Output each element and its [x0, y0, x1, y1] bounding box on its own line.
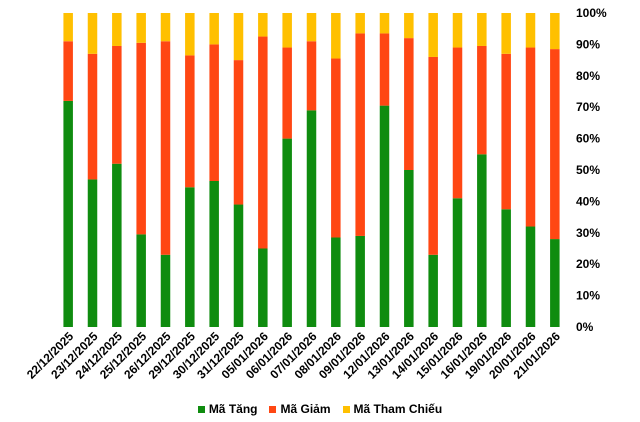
y-tick-label: 80%	[576, 69, 600, 83]
bar-segment-ma-giam	[209, 44, 219, 181]
bar-segment-ma-tham-chieu	[501, 13, 511, 54]
bar-segment-ma-tang	[258, 248, 268, 327]
legend: Mã Tăng Mã Giảm Mã Tham Chiếu	[0, 402, 640, 416]
legend-item-ma-giam: Mã Giảm	[269, 402, 331, 416]
bar-segment-ma-tham-chieu	[185, 13, 195, 56]
bar-segment-ma-giam	[379, 33, 390, 106]
bar-segment-ma-giam	[477, 45, 487, 155]
y-tick-label: 50%	[576, 163, 600, 177]
bar-segment-ma-tang	[331, 237, 341, 327]
y-tick-label: 100%	[576, 6, 607, 20]
bar-segment-ma-giam	[112, 45, 122, 164]
bar-segment-ma-tham-chieu	[306, 13, 317, 42]
legend-label-ma-tang: Mã Tăng	[208, 402, 258, 416]
bar-segment-ma-tham-chieu	[452, 13, 463, 48]
legend-label-ma-tham-chieu: Mã Tham Chiếu	[353, 402, 443, 416]
y-tick-label: 20%	[576, 257, 600, 271]
legend-label-ma-giam: Mã Giảm	[280, 402, 331, 416]
bar-segment-ma-tham-chieu	[550, 13, 560, 50]
bar-segment-ma-tang	[501, 209, 511, 327]
bar-segment-ma-giam	[428, 56, 438, 255]
bar-segment-ma-tang	[160, 254, 171, 327]
bar-segment-ma-tham-chieu	[112, 13, 122, 46]
bar-segment-ma-giam	[185, 55, 195, 188]
bar-segment-ma-tang	[185, 187, 195, 327]
bar-segment-ma-giam	[501, 53, 511, 210]
y-tick-label: 30%	[576, 226, 600, 240]
y-tick-label: 0%	[576, 320, 594, 334]
bar-segment-ma-tang	[477, 154, 487, 327]
bar-segment-ma-tang	[428, 254, 438, 327]
y-tick-label: 90%	[576, 37, 600, 51]
bar-segment-ma-giam	[258, 36, 268, 249]
y-tick-label: 70%	[576, 100, 600, 114]
bar-segment-ma-tham-chieu	[136, 13, 146, 43]
bar-segment-ma-giam	[282, 47, 292, 139]
bar-segment-ma-tang	[112, 163, 122, 327]
bar-segment-ma-tang	[404, 170, 414, 327]
bar-segment-ma-giam	[136, 42, 146, 235]
bar-segment-ma-tham-chieu	[379, 13, 390, 34]
bar-segment-ma-tham-chieu	[233, 13, 244, 61]
bar-segment-ma-tang	[209, 180, 219, 327]
bar-segment-ma-tang	[233, 204, 244, 327]
bar-segment-ma-giam	[404, 38, 414, 171]
bar-segment-ma-tham-chieu	[428, 13, 438, 57]
legend-item-ma-tang: Mã Tăng	[197, 402, 258, 416]
bar-segment-ma-tang	[63, 100, 73, 327]
bar-segment-ma-tang	[87, 179, 98, 327]
bar-segment-ma-giam	[160, 41, 171, 255]
legend-swatch-ma-giam	[269, 405, 277, 413]
legend-swatch-ma-tang	[197, 405, 205, 413]
bar-segment-ma-giam	[355, 33, 365, 236]
bar-segment-ma-tang	[306, 110, 317, 327]
legend-swatch-ma-tham-chieu	[342, 405, 350, 413]
bar-segment-ma-tang	[525, 226, 536, 327]
bar-segment-ma-tham-chieu	[63, 13, 73, 42]
bar-segment-ma-tham-chieu	[160, 13, 171, 42]
y-tick-label: 40%	[576, 194, 600, 208]
bar-segment-ma-tham-chieu	[355, 13, 365, 34]
bar-segment-ma-tham-chieu	[331, 13, 341, 59]
bar-segment-ma-tang	[379, 105, 390, 327]
bar-segment-ma-giam	[233, 60, 244, 205]
bar-segment-ma-tang	[355, 235, 365, 327]
bar-segment-ma-giam	[87, 53, 98, 180]
bar-segment-ma-tham-chieu	[404, 13, 414, 39]
bar-segment-ma-giam	[306, 41, 317, 111]
bar-segment-ma-giam	[550, 49, 560, 240]
bar-segment-ma-tham-chieu	[477, 13, 487, 46]
bar-segment-ma-giam	[452, 47, 463, 199]
bar-segment-ma-tham-chieu	[87, 13, 98, 54]
bar-segment-ma-tham-chieu	[282, 13, 292, 48]
bar-segment-ma-tham-chieu	[525, 13, 536, 48]
stacked-bar-chart: 22/12/202523/12/202524/12/202525/12/2025…	[24, 6, 607, 382]
legend-item-ma-tham-chieu: Mã Tham Chiếu	[342, 402, 443, 416]
bar-segment-ma-tang	[136, 234, 146, 327]
y-tick-label: 60%	[576, 132, 600, 146]
bar-segment-ma-giam	[525, 47, 536, 227]
bar-segment-ma-tang	[550, 239, 560, 327]
bar-segment-ma-tang	[452, 198, 463, 327]
bar-segment-ma-giam	[331, 58, 341, 238]
y-tick-label: 10%	[576, 289, 600, 303]
bar-segment-ma-tang	[282, 138, 292, 327]
bar-segment-ma-tham-chieu	[258, 13, 268, 37]
bar-segment-ma-tham-chieu	[209, 13, 219, 45]
bar-segment-ma-giam	[63, 41, 73, 101]
